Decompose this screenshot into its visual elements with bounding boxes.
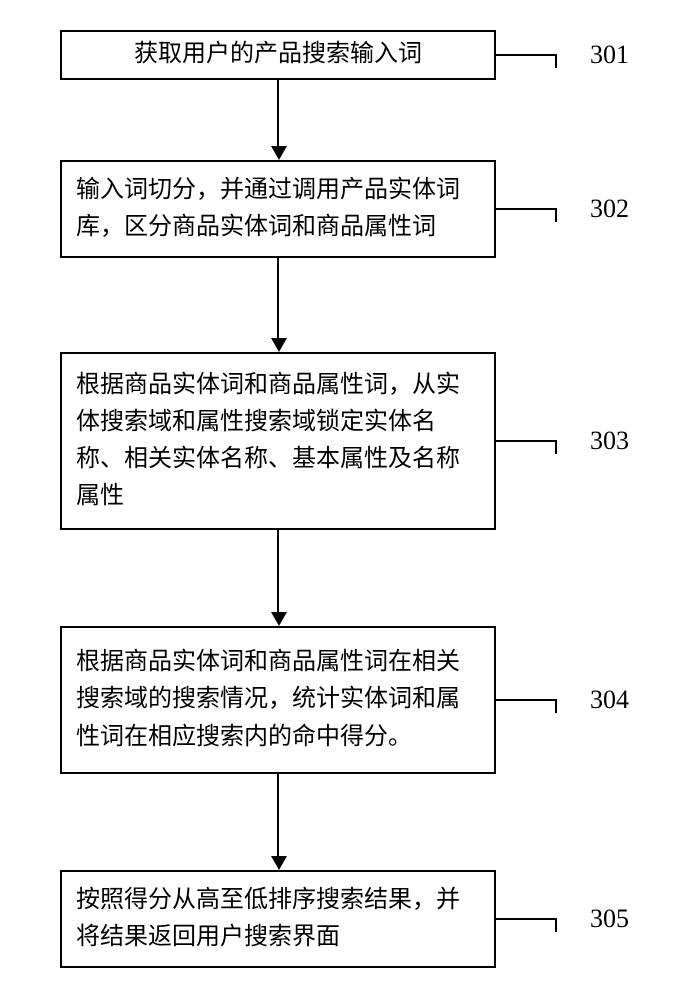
step-302-callout-v [555,208,557,222]
step-305-callout-v [555,918,557,932]
arrow-3-head [271,612,287,626]
arrow-2-shaft [277,258,279,338]
step-303-callout-h [496,440,556,442]
step-305-box: 按照得分从高至低排序搜索结果，并将结果返回用户搜索界面 [60,870,496,968]
step-301-number: 301 [590,40,629,70]
arrow-3-shaft [277,530,279,612]
step-305-number: 305 [590,904,629,934]
step-302-box: 输入词切分，并通过调用产品实体词库，区分商品实体词和商品属性词 [60,160,496,258]
arrow-1-shaft [277,80,279,146]
step-302-number: 302 [590,194,629,224]
step-304-callout-v [555,699,557,713]
arrow-4-shaft [277,774,279,856]
step-302-callout-h [496,208,556,210]
step-301-text: 获取用户的产品搜索输入词 [76,36,480,73]
step-301-callout-h [496,54,556,56]
arrow-2-head [271,338,287,352]
step-303-number: 303 [590,426,629,456]
step-305-text: 按照得分从高至低排序搜索结果，并将结果返回用户搜索界面 [76,882,480,956]
step-303-callout-v [555,440,557,454]
step-304-box: 根据商品实体词和商品属性词在相关搜索域的搜索情况，统计实体词和属性词在相应搜索内… [60,626,496,774]
step-301-callout-v [555,54,557,68]
arrow-1-head [271,146,287,160]
step-303-box: 根据商品实体词和商品属性词，从实体搜索域和属性搜索域锁定实体名称、相关实体名称、… [60,352,496,530]
step-304-text: 根据商品实体词和商品属性词在相关搜索域的搜索情况，统计实体词和属性词在相应搜索内… [76,644,480,756]
step-301-box: 获取用户的产品搜索输入词 [60,30,496,80]
arrow-4-head [271,856,287,870]
step-305-callout-h [496,918,556,920]
step-303-text: 根据商品实体词和商品属性词，从实体搜索域和属性搜索域锁定实体名称、相关实体名称、… [76,367,480,516]
step-302-text: 输入词切分，并通过调用产品实体词库，区分商品实体词和商品属性词 [76,172,480,246]
step-304-callout-h [496,699,556,701]
step-304-number: 304 [590,685,629,715]
flowchart-canvas: 获取用户的产品搜索输入词 301 输入词切分，并通过调用产品实体词库，区分商品实体词… [0,0,698,1000]
